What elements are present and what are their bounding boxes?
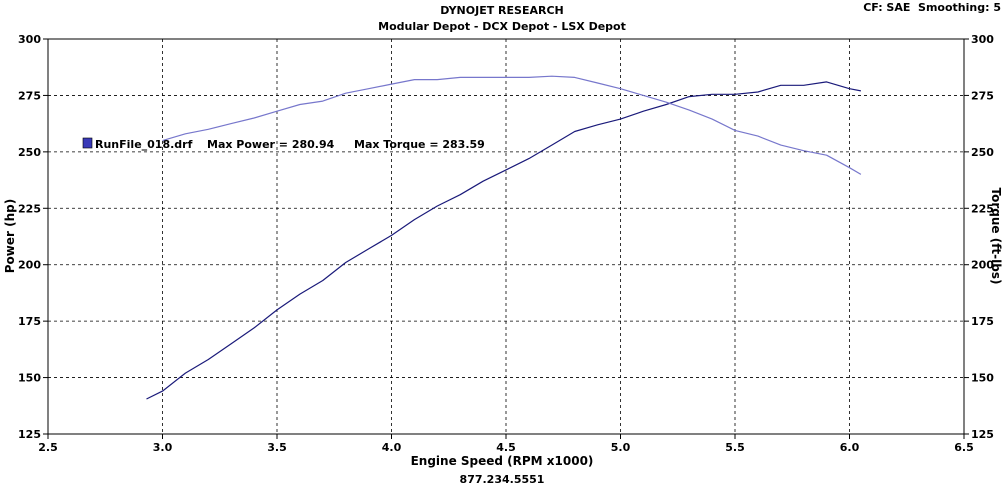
y-tick-label-right: 175: [971, 315, 994, 328]
x-tick-label: 4.0: [382, 441, 402, 454]
y-tick-label-right: 250: [971, 146, 994, 159]
grid: [48, 39, 964, 434]
y-tick-label-right: 200: [971, 259, 994, 272]
x-tick-label: 2.5: [38, 441, 58, 454]
torque-curve: [162, 75, 862, 175]
settings-label: CF: SAE Smoothing: 5: [863, 1, 1001, 14]
x-tick-label: 3.5: [267, 441, 287, 454]
x-tick-label: 4.5: [496, 441, 516, 454]
y-tick-label-left: 200: [18, 259, 41, 272]
y-tick-label-right: 150: [971, 372, 994, 385]
x-tick-label: 6.5: [954, 441, 974, 454]
x-tick-label: 5.0: [611, 441, 631, 454]
y-tick-label-right: 300: [971, 33, 994, 46]
x-tick-label: 6.0: [840, 441, 860, 454]
y-tick-label-left: 175: [18, 315, 41, 328]
legend: RunFile_018.drf Max Power = 280.94 Max T…: [82, 137, 485, 151]
legend-swatch: [82, 137, 93, 149]
y-axis-label-right: Torque (ft-lbs): [989, 188, 1003, 285]
y-tick-label-left: 250: [18, 146, 41, 159]
plot-frame: [47, 38, 965, 435]
chart-title: DYNOJET RESEARCH: [440, 4, 563, 17]
chart-subtitle: Modular Depot - DCX Depot - LSX Depot: [378, 20, 626, 33]
x-tick-label: 3.0: [153, 441, 173, 454]
legend-run-label: RunFile_018.drf: [95, 138, 193, 151]
y-tick-label-left: 125: [18, 428, 41, 441]
x-tick-label: 5.5: [725, 441, 745, 454]
y-tick-label-right: 125: [971, 428, 994, 441]
y-tick-label-left: 275: [18, 89, 41, 102]
x-axis-label: Engine Speed (RPM x1000): [411, 454, 594, 468]
y-tick-label-left: 150: [18, 372, 41, 385]
phone-number: 877.234.5551: [460, 473, 545, 486]
y-tick-label-left: 300: [18, 33, 41, 46]
y-tick-label-right: 225: [971, 202, 994, 215]
y-axis-label-left: Power (hp): [3, 199, 17, 273]
y-tick-label-left: 225: [18, 202, 41, 215]
legend-max-power: Max Power = 280.94: [207, 138, 335, 151]
series-lines: [146, 75, 862, 400]
power-curve: [146, 81, 862, 400]
y-tick-label-right: 275: [971, 89, 994, 102]
legend-max-torque: Max Torque = 283.59: [354, 138, 485, 151]
